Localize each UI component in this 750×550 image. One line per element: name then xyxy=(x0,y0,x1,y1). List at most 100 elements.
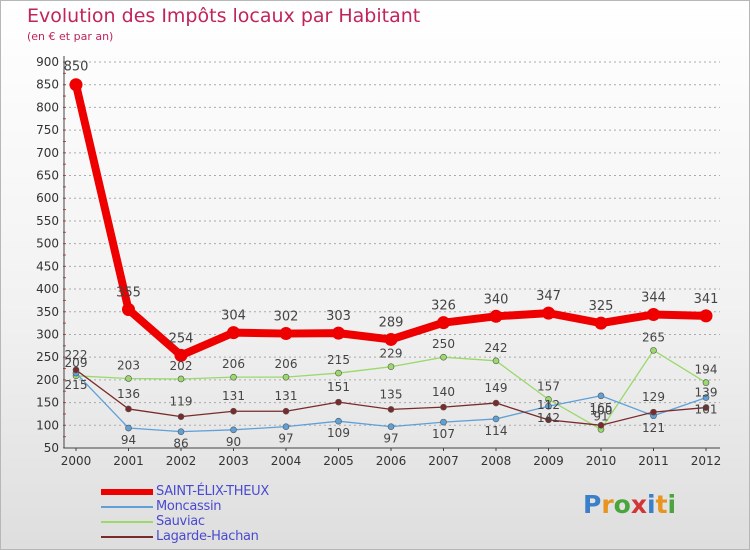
data-point[interactable] xyxy=(125,375,132,382)
data-point[interactable] xyxy=(545,396,552,403)
data-point[interactable] xyxy=(230,426,237,434)
data-label: 254 xyxy=(169,331,194,346)
data-point[interactable] xyxy=(492,399,500,407)
proxiti-logo: Proxiti xyxy=(583,490,676,519)
data-label: 131 xyxy=(275,389,298,403)
data-label: 131 xyxy=(222,389,245,403)
data-point[interactable] xyxy=(125,424,132,432)
data-label: 135 xyxy=(380,387,403,401)
logo-letter: x xyxy=(630,490,647,519)
logo-letter: t xyxy=(655,490,668,519)
data-point[interactable] xyxy=(647,307,660,321)
data-point[interactable] xyxy=(282,407,290,415)
data-label: 326 xyxy=(431,299,456,314)
data-label: 209 xyxy=(65,356,88,370)
data-point[interactable] xyxy=(650,408,657,416)
data-point[interactable] xyxy=(597,421,605,429)
data-point[interactable] xyxy=(282,423,290,430)
data-point[interactable] xyxy=(437,316,450,330)
data-label: 304 xyxy=(221,309,246,324)
data-point[interactable] xyxy=(177,428,185,435)
data-point[interactable] xyxy=(542,306,555,320)
data-label: 229 xyxy=(380,347,403,361)
data-point[interactable] xyxy=(384,332,398,346)
data-label: 215 xyxy=(65,378,88,392)
data-point[interactable] xyxy=(594,316,608,330)
data-point[interactable] xyxy=(650,347,657,354)
data-label: 202 xyxy=(170,359,193,373)
data-label: 265 xyxy=(642,330,665,344)
data-point[interactable] xyxy=(440,353,447,361)
data-point[interactable] xyxy=(335,369,342,377)
data-label: 151 xyxy=(327,380,350,394)
data-point[interactable] xyxy=(279,327,293,341)
x-tick-label: 2006 xyxy=(376,454,407,468)
data-label: 97 xyxy=(278,432,293,446)
data-point[interactable] xyxy=(122,302,135,316)
data-label: 242 xyxy=(485,341,508,355)
chart-title: Evolution des Impôts locaux par Habitant xyxy=(27,5,421,27)
data-label: 90 xyxy=(226,435,241,449)
logo-letter: o xyxy=(613,490,631,519)
data-point[interactable] xyxy=(177,375,185,383)
data-point[interactable] xyxy=(440,418,447,426)
y-tick-label: 650 xyxy=(36,169,59,183)
data-point[interactable] xyxy=(699,309,713,323)
legend-label-moncassin: Moncassin xyxy=(156,499,222,514)
data-label: 289 xyxy=(379,315,404,330)
data-label: 119 xyxy=(170,395,193,409)
data-point[interactable] xyxy=(387,423,395,430)
data-label: 250 xyxy=(432,337,455,351)
data-point[interactable] xyxy=(174,348,188,362)
data-point[interactable] xyxy=(702,394,710,401)
data-point[interactable] xyxy=(69,78,83,92)
data-point[interactable] xyxy=(387,363,395,371)
data-label: 165 xyxy=(590,401,613,415)
data-point[interactable] xyxy=(702,404,710,411)
data-point[interactable] xyxy=(230,407,237,415)
data-point[interactable] xyxy=(545,402,552,410)
legend-item-lagarde-hachan[interactable]: Lagarde-Hachan xyxy=(101,529,361,545)
data-label: 107 xyxy=(432,427,455,441)
legend-item-sauviac[interactable]: Sauviac xyxy=(101,514,361,530)
data-point[interactable] xyxy=(335,398,342,406)
data-point[interactable] xyxy=(282,373,290,381)
y-tick-label: 450 xyxy=(36,259,59,273)
data-label: 302 xyxy=(274,310,299,325)
data-point[interactable] xyxy=(335,417,342,425)
x-tick-label: 2009 xyxy=(533,454,564,468)
data-point[interactable] xyxy=(72,366,80,374)
data-label: 136 xyxy=(117,387,140,401)
logo-letter: i xyxy=(667,490,677,519)
legend-item-saint-elix-theux[interactable]: SAINT-ÉLIX-THEUX xyxy=(101,484,361,500)
data-point[interactable] xyxy=(332,326,345,340)
logo-letter: i xyxy=(647,490,656,519)
data-point[interactable] xyxy=(597,392,605,400)
data-point[interactable] xyxy=(387,406,395,413)
y-tick-label: 550 xyxy=(36,214,59,228)
data-point[interactable] xyxy=(125,405,132,413)
y-tick-label: 200 xyxy=(36,373,59,387)
data-point[interactable] xyxy=(492,357,500,365)
data-label: 303 xyxy=(326,309,351,324)
data-label: 222 xyxy=(65,348,88,362)
data-point[interactable] xyxy=(230,373,237,381)
data-point[interactable] xyxy=(702,379,710,386)
legend-item-moncassin[interactable]: Moncassin xyxy=(101,499,361,515)
data-label: 355 xyxy=(116,285,141,300)
legend-label-sauviac: Sauviac xyxy=(156,514,205,529)
data-point[interactable] xyxy=(227,326,240,340)
data-label: 86 xyxy=(173,437,188,451)
chart-legend: SAINT-ÉLIX-THEUX Moncassin Sauviac Lagar… xyxy=(101,484,361,545)
line-chart: 50 100 150 200 250 300 350 400 450 500 550 600 650 70… xyxy=(36,55,721,468)
y-tick-label: 150 xyxy=(36,396,59,410)
data-label: 129 xyxy=(642,390,665,404)
data-label: 91 xyxy=(593,409,608,423)
legend-label-lagarde-hachan: Lagarde-Hachan xyxy=(156,529,259,544)
data-point[interactable] xyxy=(489,309,503,323)
data-point[interactable] xyxy=(177,413,185,420)
data-point[interactable] xyxy=(440,403,447,411)
data-label: 850 xyxy=(64,60,89,75)
data-point[interactable] xyxy=(545,416,552,424)
data-point[interactable] xyxy=(492,415,500,423)
